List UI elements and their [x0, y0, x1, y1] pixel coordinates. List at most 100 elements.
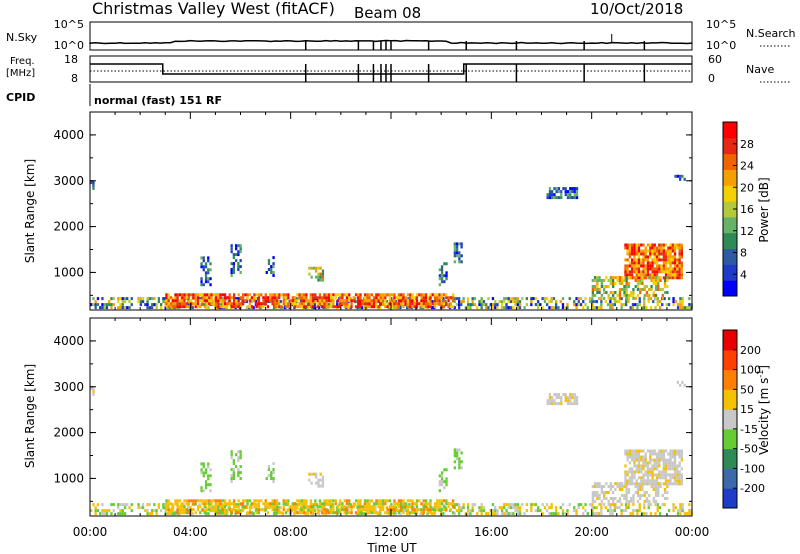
velocity-cell: [654, 491, 658, 494]
power-cell: [318, 299, 322, 303]
velocity-cell: [627, 506, 630, 510]
velocity-cell: [239, 456, 242, 460]
velocity-cell: [330, 511, 333, 515]
power-cell: [101, 306, 104, 310]
power-cell: [431, 302, 434, 306]
velocity-cell: [494, 509, 497, 513]
power-cell: [110, 297, 113, 301]
velocity-cell: [642, 461, 645, 465]
velocity-cell: [281, 512, 285, 516]
power-cell: [453, 251, 456, 255]
power-cell: [413, 305, 416, 309]
power-cell: [603, 288, 606, 291]
velocity-cell: [332, 508, 335, 512]
velocity-cell: [393, 505, 396, 509]
power-cell: [202, 303, 206, 307]
power-cell: [393, 293, 396, 297]
power-cell: [141, 297, 145, 301]
power-cell: [291, 302, 294, 306]
power-cell: [427, 302, 430, 306]
velocity-cell: [562, 393, 565, 397]
power-cell: [165, 305, 168, 309]
velocity-cell: [667, 479, 670, 483]
velocity-cell: [569, 399, 572, 403]
power-cell: [239, 259, 242, 263]
velocity-cell: [199, 511, 202, 515]
velocity-cell: [436, 508, 439, 512]
power-cell: [96, 303, 100, 307]
velocity-cell: [379, 512, 382, 516]
velocity-cell: [374, 506, 377, 510]
power-cell: [644, 258, 647, 262]
velocity-cell: [217, 505, 220, 509]
power-cell: [458, 251, 461, 255]
power-cell: [275, 296, 279, 300]
velocity-cell: [253, 499, 256, 503]
power-cell: [300, 305, 303, 309]
power-cell: [640, 249, 643, 253]
velocity-cell: [221, 508, 224, 512]
velocity-cell: [671, 482, 674, 486]
power-cell: [624, 276, 627, 280]
power-cell: [314, 293, 317, 297]
power-cell: [651, 261, 654, 265]
date-label: 10/Oct/2018: [590, 0, 683, 18]
power-cell: [209, 262, 212, 266]
power-cell: [656, 303, 659, 307]
power-cell: [318, 296, 322, 300]
velocity-cell: [596, 497, 599, 500]
power-cell: [569, 187, 572, 191]
velocity-cell: [635, 479, 638, 483]
velocity-cell: [221, 499, 224, 503]
velocity-cell: [202, 489, 205, 493]
power-cell: [167, 305, 170, 309]
power-cell: [424, 293, 428, 297]
power-cell: [598, 288, 601, 291]
power-cell: [194, 293, 197, 297]
velocity-cell: [676, 380, 679, 384]
power-cell: [633, 264, 636, 268]
velocity-cell: [121, 512, 124, 516]
power-cell: [667, 261, 670, 265]
velocity-cell: [530, 506, 533, 510]
velocity-cell: [627, 491, 631, 494]
power-cell: [178, 299, 182, 303]
power-cell: [357, 302, 360, 306]
power-cell: [293, 296, 297, 300]
power-cell: [204, 280, 208, 284]
velocity-cell: [591, 509, 594, 513]
velocity-cell: [187, 509, 190, 513]
power-cell: [406, 297, 409, 301]
velocity-cell: [430, 506, 434, 510]
velocity-cell: [626, 470, 629, 474]
velocity-cell: [162, 506, 165, 510]
velocity-cell: [303, 511, 306, 515]
power-cell: [460, 242, 463, 246]
velocity-cell: [264, 502, 267, 506]
velocity-cell: [155, 509, 158, 513]
power-cell: [637, 246, 641, 250]
power-cell: [530, 300, 533, 304]
power-cell: [363, 293, 367, 297]
power-cell: [303, 299, 306, 303]
power-cell: [317, 266, 320, 270]
power-cell: [214, 293, 218, 297]
power-cell: [628, 249, 632, 253]
velocity-cell: [600, 506, 603, 510]
power-cell: [665, 303, 668, 307]
velocity-cell: [199, 499, 202, 503]
power-cell: [561, 297, 565, 301]
velocity-cell: [357, 505, 360, 509]
velocity-cell: [653, 464, 656, 468]
velocity-cell: [612, 499, 615, 503]
velocity-cell: [284, 502, 288, 506]
velocity-cell: [680, 467, 683, 471]
velocity-cell: [205, 499, 209, 503]
velocity-cell: [230, 474, 233, 477]
velocity-cell: [659, 485, 662, 488]
velocity-cell: [361, 505, 364, 509]
power-cell: [278, 305, 281, 309]
velocity-cell: [458, 506, 461, 510]
power-cell: [652, 293, 655, 297]
velocity-cell: [500, 509, 504, 513]
